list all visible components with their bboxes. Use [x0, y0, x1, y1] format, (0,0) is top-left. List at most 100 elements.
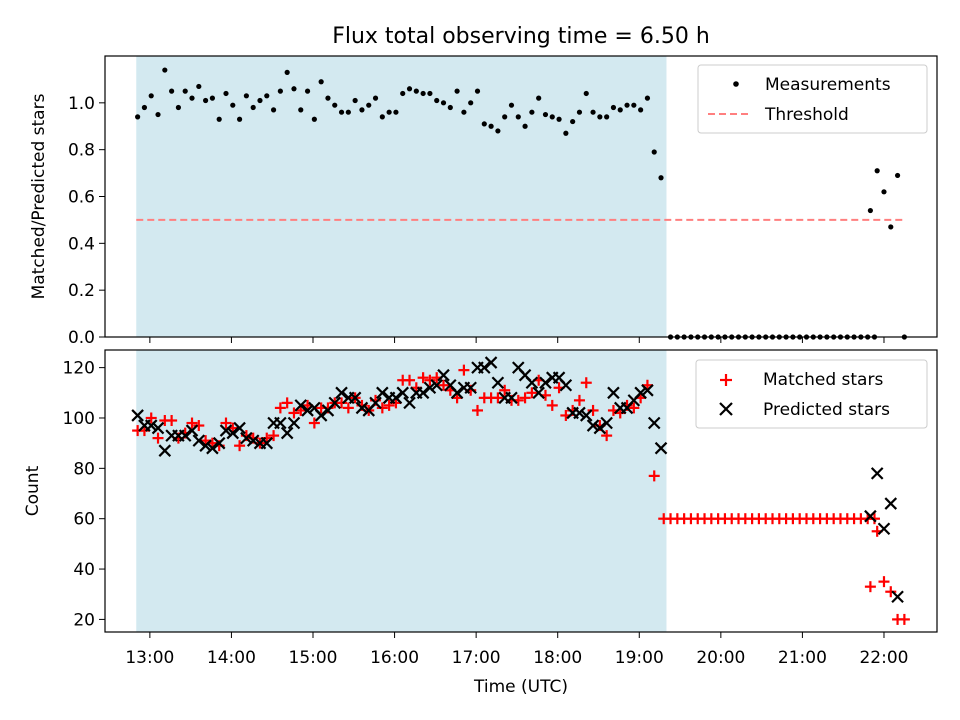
x-tick-label: 21:00 — [778, 648, 827, 668]
measurement-point — [352, 97, 358, 104]
top-y-ticks: 0.0 0.2 0.4 0.6 0.8 1.0 — [68, 94, 105, 348]
predicted-star-marker — [389, 391, 403, 405]
matched-star-marker — [342, 402, 354, 414]
measurement-point — [413, 88, 419, 94]
predicted-star-marker — [287, 416, 301, 430]
measurement-point — [427, 90, 433, 97]
x-stroke-b — [355, 401, 369, 415]
measurement-point — [563, 130, 569, 136]
measurement-point — [874, 168, 880, 174]
x-stroke-b — [219, 424, 233, 437]
x-stroke-b — [287, 416, 301, 430]
measurement-point — [549, 114, 555, 120]
x-stroke-b — [233, 421, 246, 435]
x-stroke-b — [430, 378, 443, 392]
x-stroke-b — [641, 384, 654, 397]
y-tick-label: 80 — [73, 459, 95, 479]
x-stroke-b — [226, 426, 240, 440]
matched-star-marker — [193, 420, 205, 432]
predicted-star-marker — [478, 361, 491, 374]
predicted-star-marker — [192, 434, 206, 447]
observing-window-shade-top — [136, 56, 667, 337]
x-stroke-b — [891, 590, 904, 604]
matched-star-marker — [492, 392, 504, 404]
bottom-legend-box — [695, 359, 928, 429]
matched-star-marker — [234, 440, 246, 452]
predicted-star-marker — [280, 426, 294, 440]
matched-star-marker — [601, 430, 613, 442]
measurement-point — [291, 86, 297, 92]
matched-star-marker — [868, 513, 880, 525]
predicted-star-marker — [607, 386, 620, 400]
y-tick-label: 0.6 — [68, 188, 95, 208]
measurement-point — [141, 104, 148, 111]
measurement-point — [590, 109, 596, 115]
predicted-star-marker — [877, 522, 891, 536]
measurement-point — [644, 95, 651, 101]
predicted-star-marker — [151, 421, 165, 435]
x-stroke-b — [185, 424, 199, 437]
measurement-point — [888, 224, 894, 230]
x-stroke-b — [654, 441, 668, 455]
measurement-point — [420, 90, 426, 97]
measurement-point — [148, 93, 154, 99]
predicted-star-marker — [355, 401, 369, 415]
predicted-star-marker — [369, 396, 382, 410]
measurement-point — [400, 90, 406, 97]
predicted-star-marker — [233, 421, 246, 435]
x-stroke-b — [444, 378, 457, 392]
y-tick-label: 120 — [63, 359, 95, 379]
predicted-star-marker — [505, 391, 518, 405]
measurement-point — [277, 88, 283, 94]
predicted-star-marker — [376, 386, 389, 400]
measurement-point — [175, 104, 182, 111]
measurement-point — [311, 116, 317, 122]
x-tick-label: 16:00 — [370, 648, 419, 668]
matched-star-marker — [424, 374, 436, 386]
predicted-star-marker — [423, 381, 437, 395]
x-stroke-b — [212, 436, 226, 450]
measurement-point — [881, 189, 887, 195]
measurement-point — [461, 109, 467, 115]
measurement-point — [515, 114, 521, 120]
matched-star-marker — [878, 576, 890, 588]
predicted-star-marker — [158, 444, 172, 457]
matched-star-marker — [864, 581, 876, 593]
measurement-point — [318, 79, 324, 85]
measurement-point — [488, 123, 494, 129]
y-tick-label: 100 — [63, 409, 95, 429]
matched-star-marker — [281, 397, 293, 409]
x-tick-label: 14:00 — [207, 648, 256, 668]
x-stroke-b — [178, 429, 192, 442]
x-stroke-b — [539, 376, 552, 390]
measurement-point — [406, 86, 413, 92]
x-stroke-b — [301, 404, 314, 417]
measurement-point — [209, 95, 215, 101]
x-tick-label: 22:00 — [859, 648, 908, 668]
x-stroke-b — [240, 431, 253, 445]
x-stroke-b — [600, 416, 613, 430]
predicted-star-marker — [864, 509, 877, 523]
measurement-point — [867, 207, 873, 214]
measurement-point — [304, 88, 311, 94]
bottom-legend: Matched stars Predicted stars — [695, 359, 928, 429]
x-stroke-b — [586, 419, 600, 432]
predicted-star-marker — [206, 441, 219, 455]
x-stroke-b — [478, 361, 491, 374]
matched-star-marker — [417, 372, 429, 384]
measurement-point — [216, 116, 222, 122]
x-stroke-b — [512, 361, 525, 374]
legend-x-icon — [719, 402, 733, 416]
measurement-point — [338, 109, 345, 115]
x-stroke-b — [518, 368, 532, 382]
predicted-star-marker — [246, 434, 260, 447]
predicted-star-marker — [416, 386, 430, 400]
x-stroke-b — [389, 391, 403, 405]
matched-star-marker — [336, 397, 348, 409]
measurement-point — [624, 102, 630, 108]
predicted-star-marker — [464, 381, 477, 395]
predicted-star-marker — [178, 429, 192, 442]
measurement-point — [440, 100, 447, 106]
x-stroke-b — [131, 409, 144, 422]
predicted-star-marker — [260, 436, 274, 450]
